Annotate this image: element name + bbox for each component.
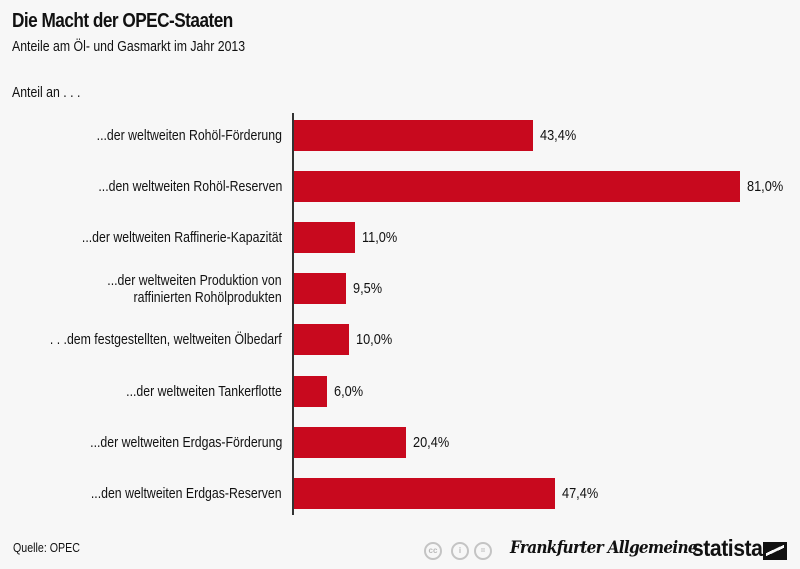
bar-row: ...der weltweiten Tankerflotte 6,0% (0, 375, 800, 407)
value-label: 47,4% (561, 484, 599, 502)
bar (294, 375, 328, 407)
value-label: 81,0% (747, 178, 784, 196)
bar-row: . . .dem festgestellten, weltweiten Ölbe… (0, 324, 800, 356)
category-label-line: ...der weltweiten Produktion von (107, 271, 282, 289)
bar (294, 171, 740, 203)
category-label: . . .dem festgestellten, weltweiten Ölbe… (0, 324, 282, 355)
faz-logo: Frankfurter Allgemeine (510, 538, 698, 558)
value-label: 20,4% (413, 433, 450, 451)
bar-row: ...der weltweiten Produktion von raffinie… (0, 271, 800, 306)
bar (294, 222, 355, 254)
category-label-line: ...der weltweiten Tankerflotte (126, 382, 282, 400)
bar (294, 426, 407, 458)
category-group-label: Anteil an . . . (12, 84, 81, 101)
bar (294, 477, 555, 509)
category-label: ...der weltweiten Produktion von raffinie… (69, 271, 282, 306)
category-label-line: . . .dem festgestellten, weltweiten Ölbe… (50, 331, 282, 349)
y-axis-line (292, 113, 294, 515)
by-attribution-icon[interactable]: i (451, 542, 469, 560)
category-label: ...der weltweiten Raffinerie-Kapazität (38, 222, 282, 253)
chart-subtitle: Anteile am Öl- und Gasmarkt im Jahr 2013 (12, 38, 246, 55)
category-label: ...den weltweiten Erdgas-Reserven (49, 478, 282, 509)
category-label-line: raffinierten Rohölprodukten (133, 288, 282, 306)
category-label: ...der weltweiten Erdgas-Förderung (48, 427, 282, 458)
bar-row: ...den weltweiten Rohöl-Reserven 81,0% (0, 171, 800, 203)
bar-row: ...der weltweiten Rohöl-Förderung 43,4% (0, 120, 800, 151)
nd-no-derivatives-icon[interactable]: = (474, 542, 492, 560)
category-label: ...den weltweiten Rohöl-Reserven (58, 171, 282, 202)
category-label-line: ...den weltweiten Erdgas-Reserven (91, 484, 282, 502)
value-label: 6,0% (334, 382, 364, 400)
bar (294, 273, 347, 305)
cc-icon[interactable]: cc (424, 542, 442, 560)
bar-row: ...den weltweiten Erdgas-Reserven 47,4% (0, 477, 800, 509)
value-label: 11,0% (361, 229, 397, 247)
value-label: 9,5% (353, 280, 383, 298)
value-label: 43,4% (539, 127, 577, 144)
category-label-line: ...der weltweiten Rohöl-Förderung (96, 127, 282, 144)
statista-logo-icon (763, 542, 787, 560)
value-label: 10,0% (356, 331, 393, 349)
category-label: ...der weltweiten Tankerflotte (92, 376, 282, 407)
category-label-line: ...der weltweiten Erdgas-Förderung (89, 433, 282, 451)
category-label-line: ...der weltweiten Raffinerie-Kapazität (81, 229, 282, 247)
statista-logo-text[interactable]: statista (692, 535, 763, 561)
bar-row: ...der weltweiten Erdgas-Förderung 20,4% (0, 426, 800, 458)
bar (294, 120, 533, 151)
bar-row: ...der weltweiten Raffinerie-Kapazität 11… (0, 222, 800, 254)
category-label-line: ...den weltweiten Rohöl-Reserven (98, 178, 282, 196)
source-label: Quelle: OPEC (13, 540, 80, 555)
bar (294, 324, 350, 356)
chart-title: Die Macht der OPEC-Staaten (12, 10, 233, 32)
category-label: ...der weltweiten Rohöl-Förderung (56, 120, 282, 151)
